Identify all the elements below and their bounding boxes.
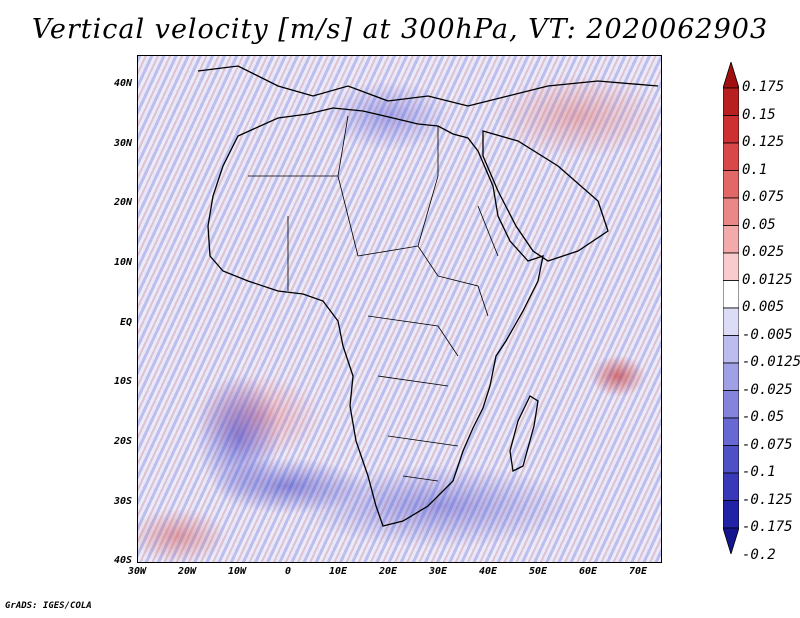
colorbar-cell [723, 472, 739, 501]
colorbar-tick-label: 0.0125 [742, 271, 793, 288]
colorbar-tick-label: 0.175 [742, 79, 785, 95]
madagascar-coastline [509, 395, 539, 472]
colorbar-cell [723, 142, 739, 171]
colorbar-cell [723, 252, 739, 281]
colorbar-cell-min [723, 527, 739, 554]
map-title: Vertical velocity [m/s] at 300hPa, VT: 2… [31, 14, 769, 45]
coastlines [197, 65, 659, 527]
colorbar-tick-label: 0.1 [742, 161, 768, 178]
colorbar-tick-label: -0.1 [742, 464, 776, 480]
lon-label-60e: 60E [578, 566, 598, 577]
lat-label-10s: 10S [113, 376, 132, 387]
map-plot-area [137, 55, 662, 563]
colorbar-cell [723, 280, 739, 309]
colorbar-cell [723, 445, 739, 474]
colorbar-cell [723, 115, 739, 144]
lon-label-30e: 30E [428, 566, 448, 577]
lat-label-40s: 40S [113, 555, 132, 566]
colorbar-tick-label: -0.005 [742, 326, 793, 343]
colorbar-cell [723, 197, 739, 226]
colorbar-tick-label: -0.175 [742, 519, 793, 535]
africa-coastline [207, 107, 544, 527]
lon-label-50e: 50E [528, 566, 548, 577]
lon-label-20w: 20W [177, 566, 197, 577]
colorbar-cell [723, 335, 739, 364]
colorbar-cell [723, 225, 739, 254]
colorbar-tick-label: -0.05 [742, 409, 785, 425]
colorbar-cell [723, 307, 739, 336]
colorbar-tick-label: -0.025 [742, 381, 793, 398]
colorbar-cell [723, 500, 739, 529]
lat-label-30n: 30N [113, 138, 132, 149]
colorbar-tick-label: 0.075 [742, 189, 785, 205]
lat-label-eq: EQ [119, 317, 132, 328]
lon-label-20e: 20E [378, 566, 398, 577]
colorbar-tick-label: 0.125 [742, 134, 785, 150]
colorbar-cell [723, 362, 739, 391]
colorbar-cell [723, 87, 739, 116]
lon-label-10w: 10W [227, 566, 247, 577]
colorbar-cell [723, 390, 739, 419]
lon-label-40e: 40E [478, 566, 498, 577]
europe-coastline [197, 65, 659, 107]
colorbar-tick-label: -0.2 [742, 546, 776, 563]
colorbar-tick-label: -0.0125 [742, 354, 800, 370]
colorbar-tick-label: 0.005 [742, 299, 785, 315]
colorbar-tick-label: -0.075 [742, 436, 793, 453]
lat-label-20n: 20N [113, 197, 132, 208]
country-borders [248, 115, 499, 482]
lon-label-10e: 10E [328, 566, 348, 577]
lat-label-10n: 10N [113, 257, 132, 268]
colorbar-cell [723, 170, 739, 199]
arabia-coastline [482, 130, 609, 262]
lat-label-30s: 30S [113, 496, 132, 507]
lat-label-20s: 20S [113, 436, 132, 447]
colorbar-tick-label: 0.025 [742, 244, 785, 260]
colorbar-tick-label: -0.125 [742, 491, 793, 508]
lat-label-40n: 40N [113, 78, 132, 89]
lon-label-0: 0 [284, 566, 292, 577]
lon-label-30w: 30W [127, 566, 147, 577]
lon-label-70e: 70E [628, 566, 648, 577]
grads-credit: GrADS: IGES/COLA [5, 601, 92, 611]
colorbar [723, 62, 739, 554]
colorbar-tick-label: 0.05 [742, 216, 776, 233]
colorbar-cell-max [723, 62, 739, 89]
colorbar-cell [723, 417, 739, 446]
colorbar-tick-label: 0.15 [742, 106, 776, 123]
